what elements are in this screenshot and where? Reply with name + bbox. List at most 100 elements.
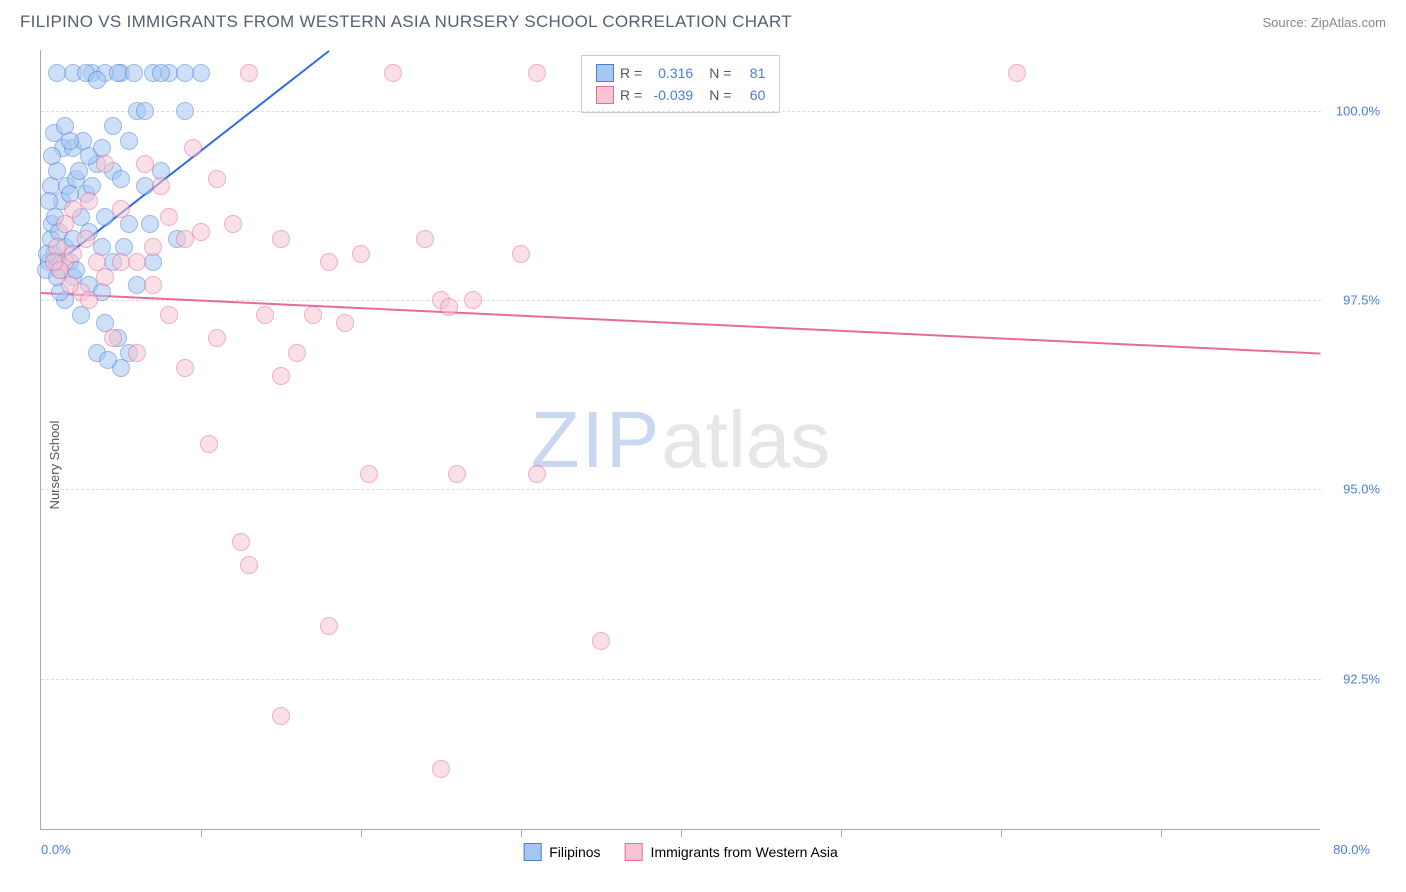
data-point [125,64,143,82]
chart-container: Nursery School ZIPatlas R = 0.316 N = 81… [40,50,1390,880]
data-point [160,208,178,226]
data-point [224,215,242,233]
page-title: FILIPINO VS IMMIGRANTS FROM WESTERN ASIA… [20,12,792,32]
legend-row-0: R = 0.316 N = 81 [596,62,765,84]
data-point [384,64,402,82]
data-point [64,245,82,263]
watermark-atlas: atlas [661,395,830,484]
legend-n-label-0: N = [709,65,731,81]
legend-r-value-1: -0.039 [648,87,693,103]
data-point [45,253,63,271]
x-tick [1001,829,1002,837]
data-point [112,200,130,218]
legend-n-value-1: 60 [737,87,765,103]
data-point [96,155,114,173]
data-point [256,306,274,324]
data-point [360,465,378,483]
data-point [61,132,79,150]
data-point [120,132,138,150]
y-tick-label: 100.0% [1336,103,1380,118]
x-tick [521,829,522,837]
x-tick [361,829,362,837]
data-point [200,435,218,453]
trend-line-1 [41,292,1321,355]
data-point [104,117,122,135]
data-point [88,71,106,89]
data-point [512,245,530,263]
data-point [61,276,79,294]
legend-r-label-1: R = [620,87,642,103]
data-point [336,314,354,332]
data-point [184,139,202,157]
data-point [48,64,66,82]
data-point [136,155,154,173]
data-point [352,245,370,263]
gridline-h [41,489,1321,490]
x-tick-label-right: 80.0% [1333,842,1370,857]
bottom-legend-label-0: Filipinos [549,844,600,860]
data-point [128,253,146,271]
data-point [192,64,210,82]
data-point [320,617,338,635]
x-tick [201,829,202,837]
plot-area: ZIPatlas R = 0.316 N = 81 R = -0.039 N =… [40,50,1320,830]
legend-n-label-1: N = [709,87,731,103]
data-point [208,329,226,347]
x-tick [1161,829,1162,837]
data-point [99,351,117,369]
bottom-legend-label-1: Immigrants from Western Asia [651,844,838,860]
data-point [70,162,88,180]
data-point [112,170,130,188]
data-point [528,64,546,82]
data-point [240,64,258,82]
watermark: ZIPatlas [531,394,830,486]
data-point [56,215,74,233]
gridline-h [41,679,1321,680]
y-tick-label: 95.0% [1343,482,1380,497]
data-point [304,306,322,324]
data-point [43,147,61,165]
watermark-zip: ZIP [531,395,661,484]
data-point [176,64,194,82]
data-point [432,760,450,778]
data-point [144,276,162,294]
x-tick [841,829,842,837]
legend-swatch-0 [596,64,614,82]
data-point [416,230,434,248]
data-point [208,170,226,188]
data-point [592,632,610,650]
data-point [176,102,194,120]
source-label: Source: ZipAtlas.com [1262,15,1386,30]
data-point [120,215,138,233]
data-point [96,268,114,286]
data-point [528,465,546,483]
data-point [320,253,338,271]
data-point [192,223,210,241]
data-point [160,306,178,324]
x-tick [681,829,682,837]
x-tick-label-left: 0.0% [41,842,71,857]
y-tick-label: 97.5% [1343,292,1380,307]
data-point [440,298,458,316]
data-point [272,230,290,248]
data-point [272,707,290,725]
bottom-legend-item-0: Filipinos [523,843,600,861]
data-point [80,192,98,210]
legend-r-value-0: 0.316 [648,65,693,81]
legend-box: R = 0.316 N = 81 R = -0.039 N = 60 [581,55,780,113]
data-point [104,329,122,347]
bottom-legend-swatch-0 [523,843,541,861]
data-point [40,192,58,210]
data-point [136,102,154,120]
data-point [77,230,95,248]
legend-n-value-0: 81 [737,65,765,81]
data-point [240,556,258,574]
legend-swatch-1 [596,86,614,104]
data-point [448,465,466,483]
data-point [141,215,159,233]
data-point [152,177,170,195]
bottom-legend-item-1: Immigrants from Western Asia [625,843,838,861]
data-point [464,291,482,309]
data-point [128,344,146,362]
data-point [272,367,290,385]
